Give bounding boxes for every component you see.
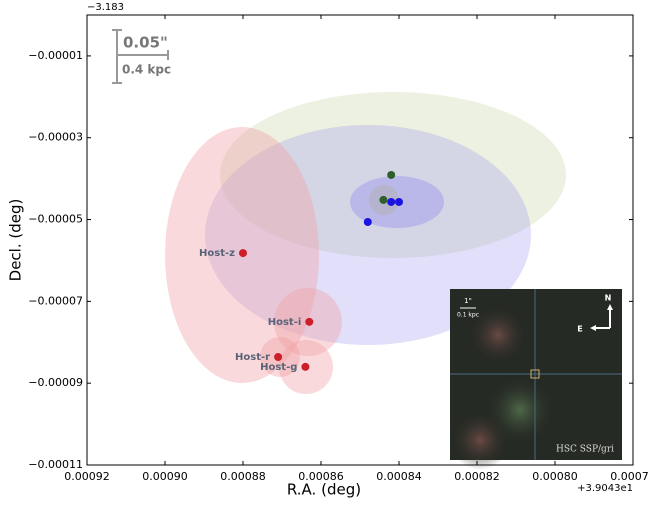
x-tick-label: 0.00082 <box>454 470 500 483</box>
target-box <box>530 369 540 379</box>
x-axis-label: R.A. (deg) <box>287 481 361 499</box>
point <box>305 317 314 326</box>
scale-bar <box>112 29 169 84</box>
x-offset: +3.9043e1 <box>577 483 633 494</box>
point <box>274 353 283 361</box>
x-tick-label: 0.00078 <box>610 470 649 483</box>
x-tick-label: 0.00092 <box>64 470 110 483</box>
east-label: E <box>577 325 582 334</box>
y-tick-label: −0.00009 <box>28 376 83 389</box>
scale-angle: 0.05" <box>123 34 168 52</box>
point <box>395 197 403 206</box>
y-offset: −3.183 <box>87 2 124 13</box>
inset-scale-distance: 0.1 kpc <box>457 312 479 319</box>
inset-scale-angle: 1" <box>464 297 472 305</box>
point <box>363 218 372 226</box>
point <box>239 249 247 258</box>
x-tick-label: 0.00090 <box>142 470 188 483</box>
y-tick-label: −0.00005 <box>28 213 83 226</box>
plot-frame <box>86 14 634 466</box>
x-tick-label: 0.00086 <box>298 470 344 483</box>
point <box>387 197 396 206</box>
inset: 1" 0.1 kpc N E HSC SSP/gri <box>450 289 622 470</box>
point-label: Host-i <box>268 317 302 328</box>
arrowheads <box>590 304 613 331</box>
point-label: Host-z <box>199 248 235 259</box>
ellipse <box>205 125 531 345</box>
point <box>387 170 396 179</box>
y-axis-label: Decl. (deg) <box>7 199 25 282</box>
y-tick-label: −0.00011 <box>28 458 83 471</box>
x-tick-label: 0.00080 <box>532 470 578 483</box>
north-label: N <box>605 294 612 303</box>
inset-source <box>450 410 510 470</box>
scale-distance: 0.4 kpc <box>122 63 171 77</box>
y-tick-label: −0.00001 <box>28 49 83 62</box>
inset-source <box>468 305 528 365</box>
point <box>301 362 310 371</box>
x-tick-label: 0.00084 <box>376 470 422 483</box>
inset-caption: HSC SSP/gri <box>556 445 614 455</box>
point <box>379 195 388 204</box>
y-tick-label: −0.00003 <box>28 131 83 144</box>
point-label: Host-r <box>235 352 270 363</box>
x-tick-label: 0.00088 <box>220 470 266 483</box>
point-label: Host-g <box>260 362 297 373</box>
y-tick-label: −0.00007 <box>28 294 83 307</box>
